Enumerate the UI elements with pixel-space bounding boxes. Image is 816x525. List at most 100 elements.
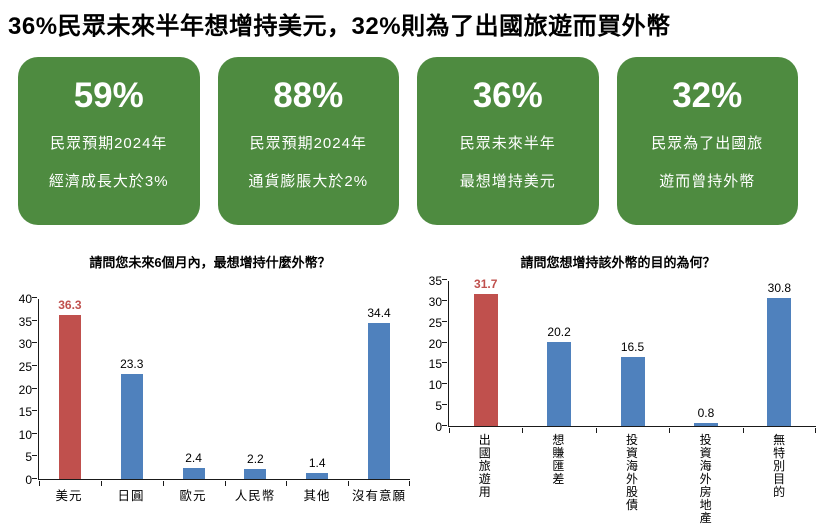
category-label-無特別目的: 無特別目的	[773, 433, 786, 499]
plot-area: 31.7 20.2 16.5 0.8 30.8	[442, 277, 816, 433]
stat-line-1: 民眾為了出國旅	[651, 135, 764, 152]
stat-value: 36%	[472, 76, 543, 115]
bar-slot: 36.3	[39, 298, 101, 479]
chart-purpose: 請問您想增持該外幣的目的為何？ 0 5 10 15 20 25 30 35 31.7 20.2 1…	[420, 253, 816, 525]
y-tick-label: 10	[428, 378, 442, 393]
y-tick-mark	[442, 299, 447, 301]
y-tick-mark	[32, 455, 37, 457]
stat-value: 88%	[273, 76, 344, 115]
bar-slot: 16.5	[596, 281, 669, 426]
chart-title: 請問您想增持該外幣的目的為何？	[520, 255, 716, 270]
category-label-人民幣: 人民幣	[234, 489, 276, 503]
x-tick-mark	[162, 480, 164, 486]
bar-value-label: 0.8	[697, 405, 715, 420]
chart-body: 0 5 10 15 20 25 30 35 40 36.3 23.3 2.4 2.2 1.4 34.4	[10, 292, 410, 487]
x-axis-labels: 出國旅遊用 想賺匯差 投資海外股債 投資海外房地產 無特別目的	[448, 434, 816, 525]
chart-body: 0 5 10 15 20 25 30 35 31.7 20.2 16.5 0.8 30.8	[420, 274, 816, 434]
x-tick-mark	[595, 427, 597, 433]
y-tick-mark	[442, 425, 447, 426]
y-tick-mark	[32, 478, 37, 479]
x-tick-mark	[100, 480, 102, 486]
y-tick-mark	[32, 387, 37, 389]
category-label-日圓: 日圓	[117, 489, 145, 503]
y-tick-mark	[442, 341, 447, 343]
category-label-投資海外房地產: 投資海外房地產	[699, 433, 712, 525]
bar-value-label: 16.5	[620, 340, 645, 355]
y-tick-mark	[32, 319, 37, 321]
bar-value-label: 34.4	[367, 306, 391, 321]
stat-card-travel-fx: 32% 民眾為了出國旅 遊而曾持外幣	[616, 57, 798, 225]
bar-slot: 2.4	[163, 299, 225, 479]
bar-value-label: 2.2	[247, 452, 264, 467]
bar-slot: 31.7	[449, 277, 522, 426]
x-tick-mark	[449, 427, 450, 433]
y-axis: 0 5 10 15 20 25 30 35	[420, 274, 448, 434]
plot-area: 36.3 23.3 2.4 2.2 1.4 34.4	[32, 297, 410, 486]
bar-value-label: 31.7	[474, 276, 498, 291]
y-tick-label: 20	[18, 382, 32, 397]
bar-value-label: 30.8	[767, 280, 791, 295]
bar-投資海外房地產	[693, 422, 718, 426]
y-tick-label: 25	[18, 359, 32, 374]
bar-value-label: 36.3	[58, 297, 82, 312]
bar-出國旅遊用	[473, 293, 498, 426]
bar-value-label: 1.4	[308, 455, 326, 470]
y-tick-label: 5	[25, 450, 32, 465]
category-label-歐元: 歐元	[179, 489, 207, 503]
y-tick-mark	[32, 364, 37, 366]
x-tick-mark	[286, 480, 288, 486]
chart-title: 請問您未來6個月內，最想增持什麼外幣？	[89, 255, 331, 270]
x-tick-mark	[409, 480, 410, 486]
y-tick-label: 15	[428, 357, 442, 372]
y-tick-label: 15	[18, 405, 32, 420]
y-tick-mark	[442, 362, 447, 364]
bar-value-label: 23.3	[120, 356, 144, 371]
stat-line-1: 民眾預期2024年	[50, 135, 168, 152]
bar-歐元	[182, 468, 205, 479]
stat-value: 32%	[672, 76, 743, 115]
bar-slot: 30.8	[743, 281, 816, 426]
y-tick-mark	[32, 297, 37, 298]
x-tick-mark	[742, 427, 744, 433]
x-tick-mark	[669, 427, 671, 433]
stat-line-2: 最想增持美元	[459, 173, 556, 190]
bar-想賺匯差	[547, 341, 572, 426]
y-tick-mark	[442, 320, 447, 322]
bar-投資海外股債	[620, 357, 645, 426]
stat-line-1: 民眾未來半年	[459, 135, 556, 152]
bar-無特別目的	[767, 297, 792, 426]
y-tick-mark	[442, 383, 447, 385]
stat-card-economic-growth: 59% 民眾預期2024年 經濟成長大於3%	[18, 57, 200, 225]
y-tick-label: 40	[18, 292, 32, 306]
stat-card-inflation: 88% 民眾預期2024年 通貨膨脹大於2%	[217, 57, 399, 225]
y-tick-label: 30	[18, 337, 32, 352]
category-label-想賺匯差: 想賺匯差	[552, 433, 565, 486]
stat-line-2: 通貨膨脹大於2%	[248, 173, 369, 190]
category-label-美元: 美元	[55, 489, 83, 503]
bar-其他	[306, 472, 329, 479]
bar-slot: 1.4	[286, 299, 348, 479]
stat-line-2: 遊而曾持外幣	[659, 173, 756, 190]
bar-value-label: 20.2	[547, 324, 571, 339]
chart-currency-preference: 請問您未來6個月內，最想增持什麼外幣？ 0 5 10 15 20 25 30 35 40 36.…	[10, 253, 410, 504]
bar-slot: 2.2	[224, 299, 286, 479]
category-label-其他: 其他	[303, 489, 331, 503]
y-tick-label: 35	[18, 314, 32, 329]
y-tick-label: 10	[18, 427, 32, 442]
bar-slot: 23.3	[101, 299, 163, 479]
bar-slot: 34.4	[348, 299, 410, 479]
x-tick-mark	[348, 480, 350, 486]
bar-美元	[58, 314, 81, 479]
x-tick-mark	[522, 427, 524, 433]
y-tick-mark	[32, 432, 37, 434]
stat-card-usd-preference: 36% 民眾未來半年 最想增持美元	[417, 57, 599, 225]
bar-value-label: 2.4	[185, 451, 202, 466]
y-tick-label: 5	[435, 399, 442, 414]
y-tick-label: 0	[435, 420, 442, 434]
page-title: 36%民眾未來半年想增持美元，32%則為了出國旅遊而買外幣	[8, 13, 671, 40]
category-label-出國旅遊用: 出國旅遊用	[478, 433, 491, 499]
y-tick-label: 35	[428, 274, 442, 288]
category-label-沒有意願: 沒有意願	[351, 489, 406, 503]
y-tick-mark	[32, 410, 37, 412]
